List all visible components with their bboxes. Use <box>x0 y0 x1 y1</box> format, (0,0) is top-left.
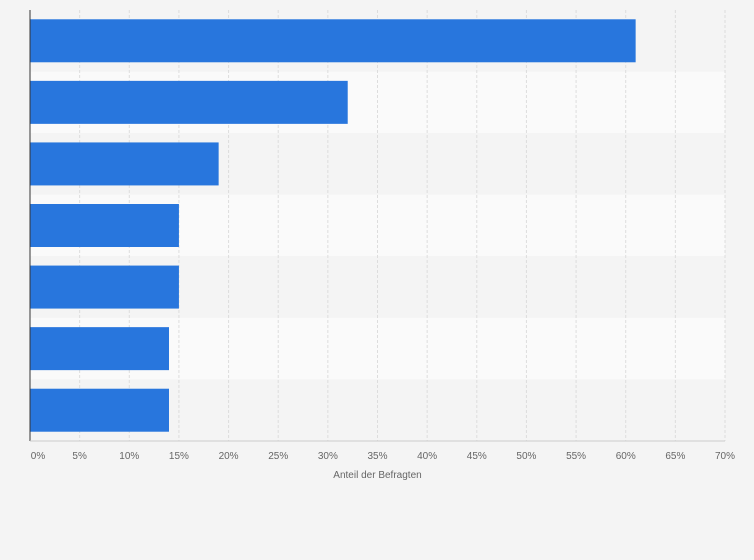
x-tick-label: 60% <box>616 451 636 462</box>
x-tick-label: 25% <box>268 451 288 462</box>
bar[interactable] <box>30 142 219 186</box>
x-tick-label: 65% <box>665 451 685 462</box>
x-tick-label: 70% <box>715 451 735 462</box>
bar[interactable] <box>30 327 169 371</box>
axes <box>29 10 725 442</box>
x-tick-label: 45% <box>467 451 487 462</box>
x-tick-label: 40% <box>417 451 437 462</box>
bar[interactable] <box>30 265 179 309</box>
x-tick-label: 50% <box>516 451 536 462</box>
x-tick-label: 35% <box>367 451 387 462</box>
bars <box>30 19 636 432</box>
x-tick-labels: 0% 5% 10% 15% 20% 25% 30% 35% 40% 45% 50% 55% 60% 65%… <box>31 451 735 462</box>
x-tick-label: 0% <box>31 451 46 462</box>
x-tick-label: 30% <box>318 451 338 462</box>
x-tick-label: 20% <box>219 451 239 462</box>
x-tick-label: 55% <box>566 451 586 462</box>
x-tick-label: 15% <box>169 451 189 462</box>
bar[interactable] <box>30 19 636 63</box>
bar[interactable] <box>30 388 169 432</box>
x-axis-title: Anteil der Befragten <box>333 470 421 481</box>
bar[interactable] <box>30 80 348 124</box>
x-tick-label: 10% <box>119 451 139 462</box>
bar[interactable] <box>30 204 179 247</box>
x-tick-label: 5% <box>72 451 87 462</box>
